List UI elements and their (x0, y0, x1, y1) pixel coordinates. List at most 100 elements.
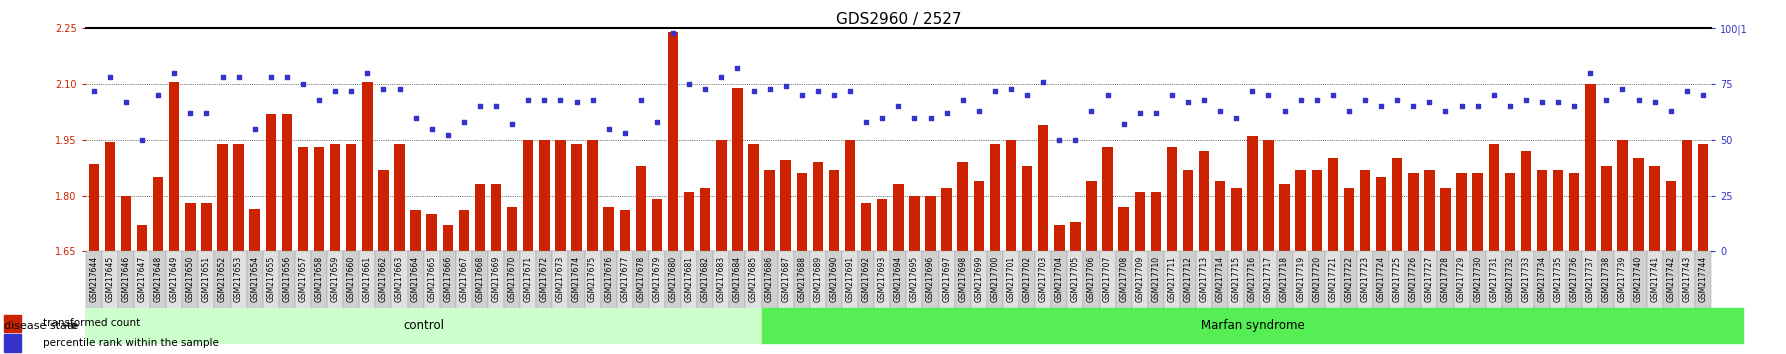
FancyBboxPatch shape (1004, 251, 1020, 343)
Text: GSM217662: GSM217662 (379, 256, 388, 302)
Text: GSM217682: GSM217682 (700, 256, 709, 302)
Text: GSM217687: GSM217687 (780, 256, 789, 302)
Text: GSM217717: GSM217717 (1264, 256, 1273, 302)
Text: GSM217739: GSM217739 (1618, 256, 1627, 302)
Bar (475, 184, 486, 251)
FancyBboxPatch shape (1293, 251, 1309, 343)
Text: GSM217732: GSM217732 (1506, 256, 1515, 302)
Bar (1536, 170, 1547, 251)
Point (997, 86, 1025, 91)
Bar (572, 144, 582, 251)
FancyBboxPatch shape (1373, 251, 1390, 343)
Bar (1682, 140, 1691, 251)
Bar (1520, 151, 1531, 251)
Bar (700, 188, 711, 251)
Bar (523, 140, 534, 251)
FancyBboxPatch shape (214, 251, 230, 343)
Bar (957, 162, 968, 251)
Text: GSM217658: GSM217658 (314, 256, 323, 302)
Bar (1488, 144, 1498, 251)
Point (1672, 88, 1700, 93)
Point (305, 97, 334, 103)
Text: GSM217672: GSM217672 (539, 256, 548, 302)
Point (289, 81, 318, 87)
FancyBboxPatch shape (889, 251, 907, 343)
FancyBboxPatch shape (680, 251, 697, 343)
Text: GSM217688: GSM217688 (797, 256, 805, 302)
Point (450, 119, 479, 125)
Text: GSM217725: GSM217725 (1393, 256, 1402, 302)
Point (177, 110, 205, 116)
Bar (925, 195, 936, 251)
Point (595, 126, 623, 132)
FancyBboxPatch shape (1261, 251, 1277, 343)
Point (1479, 92, 1507, 98)
FancyBboxPatch shape (697, 251, 713, 343)
FancyBboxPatch shape (134, 251, 150, 343)
FancyBboxPatch shape (873, 251, 889, 343)
Bar (105, 142, 114, 251)
FancyBboxPatch shape (1164, 251, 1181, 343)
Bar (298, 147, 309, 251)
Point (1141, 110, 1170, 116)
FancyBboxPatch shape (504, 251, 520, 343)
Text: GSM217733: GSM217733 (1522, 256, 1531, 302)
FancyBboxPatch shape (568, 251, 584, 343)
Text: GSM217720: GSM217720 (1313, 256, 1322, 302)
FancyBboxPatch shape (1052, 251, 1068, 343)
Text: GSM217664: GSM217664 (411, 256, 420, 302)
Text: GSM217670: GSM217670 (507, 256, 516, 302)
FancyBboxPatch shape (713, 251, 729, 343)
Text: GSM217676: GSM217676 (604, 256, 613, 302)
Bar (1359, 170, 1370, 251)
Bar (604, 207, 614, 251)
Bar (1440, 188, 1450, 251)
FancyBboxPatch shape (391, 251, 407, 343)
Point (563, 99, 591, 105)
Text: GSM217740: GSM217740 (1634, 256, 1643, 302)
FancyBboxPatch shape (327, 251, 343, 343)
Bar (491, 184, 502, 251)
Point (1013, 92, 1041, 98)
Bar (379, 170, 389, 251)
FancyBboxPatch shape (1341, 251, 1357, 343)
Bar (652, 199, 663, 251)
Point (466, 103, 495, 109)
Point (498, 121, 527, 127)
FancyBboxPatch shape (1518, 251, 1534, 343)
FancyBboxPatch shape (1357, 251, 1373, 343)
FancyBboxPatch shape (793, 251, 809, 343)
FancyBboxPatch shape (1615, 251, 1631, 343)
Bar (764, 170, 775, 251)
FancyBboxPatch shape (761, 251, 777, 343)
Bar (266, 114, 277, 251)
Point (916, 115, 945, 120)
Bar (829, 170, 839, 251)
FancyBboxPatch shape (1647, 251, 1663, 343)
FancyBboxPatch shape (841, 251, 857, 343)
Text: GSM217677: GSM217677 (620, 256, 629, 302)
Bar (1070, 222, 1081, 251)
FancyBboxPatch shape (1550, 251, 1566, 343)
FancyBboxPatch shape (1132, 251, 1148, 343)
Bar (1407, 173, 1418, 251)
FancyBboxPatch shape (857, 251, 873, 343)
FancyBboxPatch shape (584, 251, 600, 343)
FancyBboxPatch shape (407, 251, 423, 343)
Point (225, 75, 254, 80)
Text: GSM217667: GSM217667 (459, 256, 468, 302)
Text: GSM217686: GSM217686 (764, 256, 773, 302)
Bar (1375, 177, 1386, 251)
FancyBboxPatch shape (423, 251, 439, 343)
Bar (1166, 147, 1177, 251)
Text: GSM217663: GSM217663 (395, 256, 404, 302)
Bar (1504, 173, 1515, 251)
Text: GSM217713: GSM217713 (1200, 256, 1209, 302)
Text: GSM217660: GSM217660 (346, 256, 355, 302)
Point (675, 81, 704, 87)
Text: GSM217723: GSM217723 (1361, 256, 1370, 302)
Point (257, 75, 286, 80)
Point (579, 97, 607, 103)
FancyBboxPatch shape (648, 251, 664, 343)
Point (273, 75, 302, 80)
